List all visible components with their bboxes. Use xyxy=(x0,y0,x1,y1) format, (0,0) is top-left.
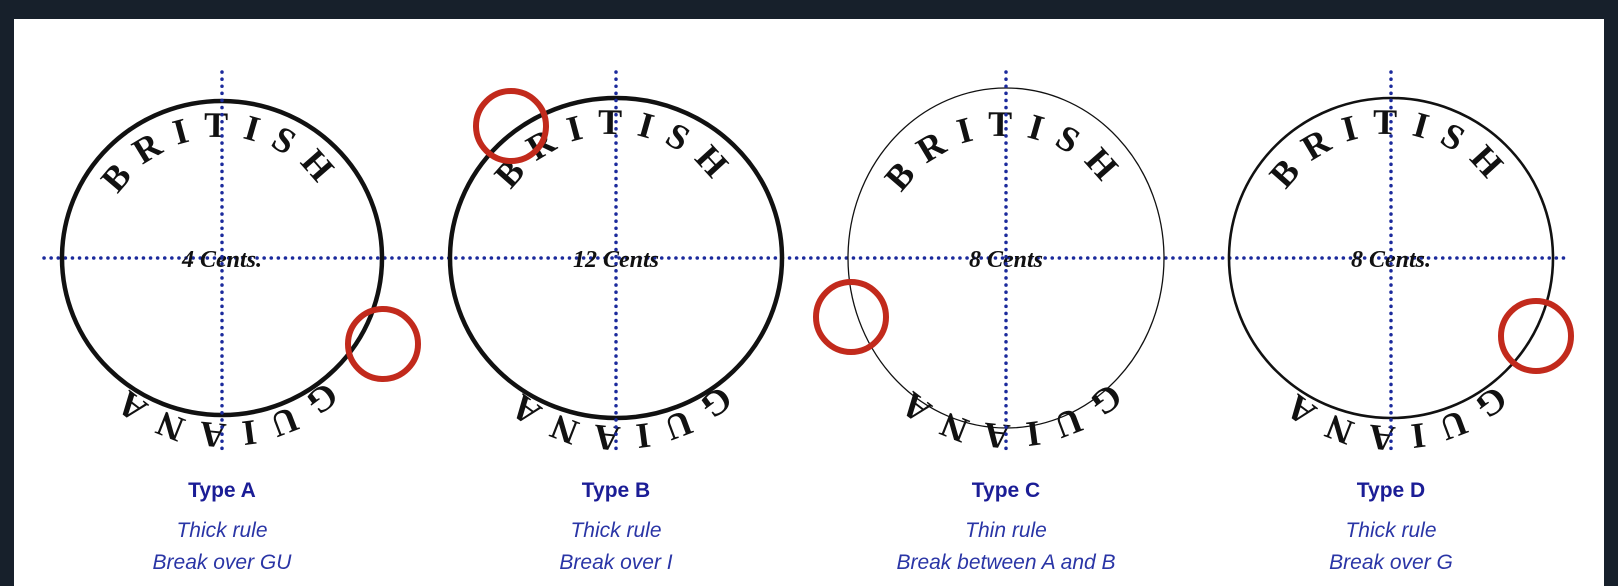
type-description: Thick rule xyxy=(570,519,661,542)
type-title: Type C xyxy=(972,479,1040,502)
type-description: Thick rule xyxy=(1345,519,1436,542)
type-description: Thin rule xyxy=(965,519,1047,542)
type-description: Break over G xyxy=(1329,551,1453,574)
type-description: Break between A and B xyxy=(896,551,1115,574)
type-title: Type B xyxy=(582,479,650,502)
type-title: Type A xyxy=(188,479,256,502)
type-description: Break over GU xyxy=(153,551,293,574)
type-title: Type D xyxy=(1357,479,1425,502)
type-description: Break over I xyxy=(559,551,672,574)
type-description: Thick rule xyxy=(176,519,267,542)
page: BRITISHGUIANA4 Cents.Type AThick ruleBre… xyxy=(0,0,1618,586)
